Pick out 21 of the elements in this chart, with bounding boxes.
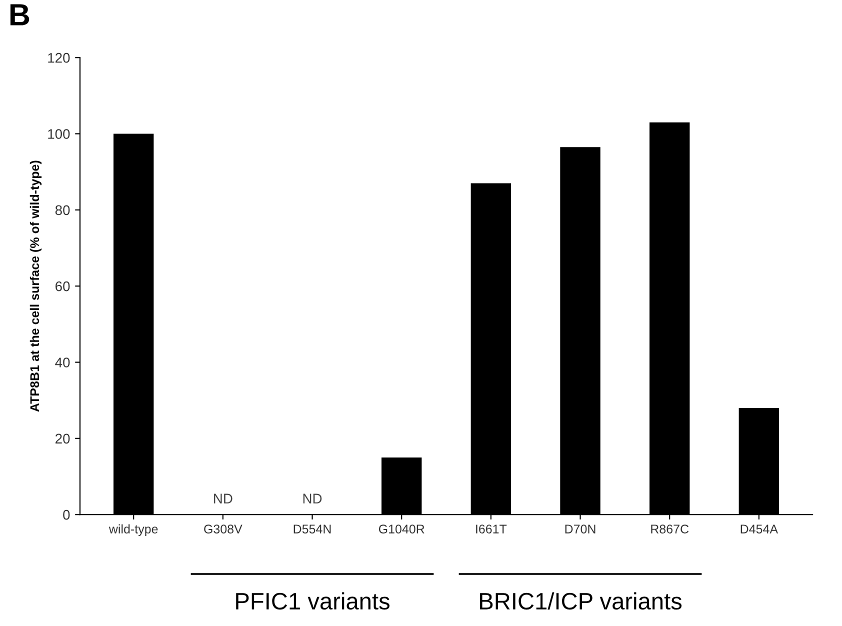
chart-title: B <box>10 4 30 26</box>
text: PFIC1 variants <box>236 592 390 610</box>
x-tick-label: D554N <box>294 524 331 534</box>
x-tick-label: I661T <box>476 524 507 534</box>
x-tick-label: R867C <box>651 524 689 534</box>
x-tick-label: D454A <box>740 524 778 534</box>
x-tick-label: G308V <box>204 524 242 534</box>
y-tick-label: 120 <box>48 52 70 63</box>
x-tick-label: wild-type <box>108 524 158 536</box>
y-tick-label: 0 <box>63 510 70 520</box>
y-tick-label: 60 <box>56 281 70 292</box>
y-tick-label: 40 <box>55 358 70 368</box>
y-axis-title: ATP8B1 at the cell surface (% of wild-type) <box>30 160 42 412</box>
y-tick-label: 100 <box>48 129 70 139</box>
y-tick-label: 20 <box>56 434 70 444</box>
annotation: ND <box>214 494 232 504</box>
annotation: ND <box>303 494 322 504</box>
x-tick-label: G1040R <box>378 524 424 534</box>
text: BRIC1/ICP variants <box>480 592 682 610</box>
y-tick-label: 80 <box>55 205 70 216</box>
x-tick-label: D70N <box>565 524 596 534</box>
